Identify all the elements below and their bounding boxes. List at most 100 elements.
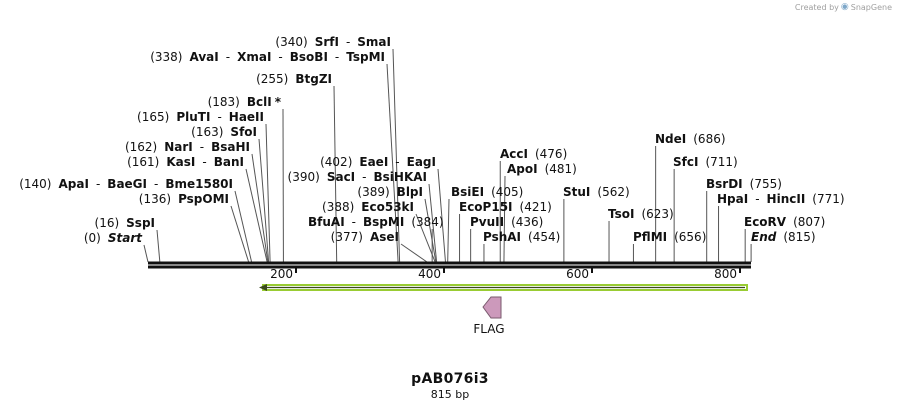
site-label-part: KasI: [166, 155, 195, 169]
site-label-part: BtgZI: [295, 72, 332, 86]
site-label-part: (183): [208, 95, 240, 109]
site-label-bcli[interactable]: (183) BclI *: [208, 95, 282, 109]
site-label-part: NarI: [164, 140, 193, 154]
site-label-avai[interactable]: (338) AvaI - XmaI - BsoBI - TspMI: [150, 50, 385, 64]
site-label-ndei[interactable]: NdeI (686): [655, 132, 726, 146]
flag-feature-bar[interactable]: [259, 284, 748, 291]
site-label-part: Eco53kI: [361, 200, 414, 214]
site-leader-pspomi: [230, 205, 250, 263]
site-label-part: (161): [127, 155, 159, 169]
site-label-bsrdi[interactable]: BsrDI (755): [706, 177, 782, 191]
site-label-part: -: [755, 192, 759, 206]
plasmid-name: pAB076i3: [411, 371, 489, 387]
site-label-part: PflMI: [633, 230, 667, 244]
site-label-part: SmaI: [357, 35, 391, 49]
site-label-end[interactable]: End (815): [751, 230, 816, 244]
site-label-kasi[interactable]: (161) KasI - BanI: [127, 155, 244, 169]
site-leader-avai: [386, 63, 399, 263]
site-label-part: (388): [322, 200, 354, 214]
site-label-acci[interactable]: AccI (476): [500, 147, 567, 161]
site-label-pshai[interactable]: PshAI (454): [483, 230, 560, 244]
axis-tick-label: 600: [566, 267, 589, 281]
site-label-part: (436): [511, 215, 543, 229]
site-label-sfci[interactable]: SfcI (711): [673, 155, 738, 169]
site-label-ecorv[interactable]: EcoRV (807): [744, 215, 825, 229]
site-leader-blpi: [424, 198, 437, 263]
feature-label-flag: FLAG: [473, 322, 505, 336]
site-label-part: BlpI: [397, 185, 423, 199]
plasmid-length: 815 bp: [430, 388, 470, 401]
site-label-part: *: [275, 95, 282, 109]
site-label-apai[interactable]: (140) ApaI - BaeGI - Bme1580I: [19, 177, 233, 191]
site-label-start[interactable]: (0) Start: [84, 231, 143, 245]
site-label-part: (402): [320, 155, 352, 169]
site-label-part: NdeI: [655, 132, 686, 146]
site-label-part: (421): [520, 200, 552, 214]
feature-direction-arrow-icon: [259, 284, 267, 291]
site-label-part: SrfI: [315, 35, 339, 49]
site-label-part: TspMI: [346, 50, 385, 64]
site-label-ssp[interactable]: (16) SspI: [95, 216, 155, 230]
site-label-pspomi[interactable]: (136) PspOMI: [139, 192, 229, 206]
site-label-part: PspOMI: [178, 192, 229, 206]
site-label-pflmi[interactable]: PflMI (656): [633, 230, 706, 244]
site-label-part: -: [352, 215, 356, 229]
site-label-pvuii[interactable]: PvuII (436): [470, 215, 543, 229]
site-label-part: -: [362, 170, 366, 184]
site-label-part: BanI: [214, 155, 244, 169]
site-label-sfoi[interactable]: (163) SfoI: [191, 125, 257, 139]
site-label-part: (656): [674, 230, 706, 244]
site-label-part: ApoI: [507, 162, 538, 176]
site-label-eco53[interactable]: (388) Eco53kI: [322, 200, 414, 214]
site-label-part: (165): [137, 110, 169, 124]
site-label-tsoi[interactable]: TsoI (623): [608, 207, 674, 221]
site-label-eaei[interactable]: (402) EaeI - EagI: [320, 155, 436, 169]
site-label-part: HpaI: [717, 192, 748, 206]
site-label-part: HincII: [767, 192, 806, 206]
site-label-part: (140): [19, 177, 51, 191]
site-label-part: (389): [357, 185, 389, 199]
site-label-nari[interactable]: (162) NarI - BsaHI: [125, 140, 250, 154]
site-label-asei[interactable]: (377) AseI: [331, 230, 399, 244]
site-label-part: PshAI: [483, 230, 521, 244]
site-label-part: (562): [597, 185, 629, 199]
site-label-part: SacI: [327, 170, 355, 184]
site-label-part: EagI: [407, 155, 436, 169]
site-leader-nari: [251, 153, 269, 263]
credit-prefix: Created by: [794, 2, 839, 12]
site-leader-srfi: [392, 48, 401, 263]
site-label-stui[interactable]: StuI (562): [563, 185, 630, 199]
site-label-part: (771): [812, 192, 844, 206]
site-label-part: -: [154, 177, 158, 191]
site-label-eco15[interactable]: EcoP15I (421): [459, 200, 552, 214]
site-leader-sfoi: [258, 138, 270, 263]
site-leader-bsiei: [447, 198, 450, 263]
site-label-part: (623): [641, 207, 673, 221]
site-label-part: Start: [108, 231, 143, 245]
site-label-part: -: [217, 110, 221, 124]
site-label-hpai[interactable]: HpaI - HincII (771): [717, 192, 845, 206]
site-label-part: -: [200, 140, 204, 154]
site-leader-apai: [234, 190, 253, 263]
site-label-part: (686): [693, 132, 725, 146]
flag-feature-arrow-icon[interactable]: [482, 296, 502, 319]
site-label-part: BsaHI: [211, 140, 250, 154]
site-label-part: (162): [125, 140, 157, 154]
site-label-apoi[interactable]: ApoI (481): [507, 162, 577, 176]
site-label-bfuai[interactable]: BfuAI - BspMI (384): [308, 215, 444, 229]
site-label-pluti[interactable]: (165) PluTI - HaeII: [137, 110, 264, 124]
site-leader-kasi: [245, 168, 268, 263]
site-label-part: HaeII: [229, 110, 264, 124]
site-label-part: (807): [793, 215, 825, 229]
site-label-part: AvaI: [190, 50, 219, 64]
site-label-btgzi[interactable]: (255) BtgZI: [256, 72, 332, 86]
site-label-part: PluTI: [176, 110, 210, 124]
site-label-part: (390): [288, 170, 320, 184]
axis-tick-label: 200: [270, 267, 293, 281]
credit-brand: SnapGene: [850, 2, 892, 12]
site-label-blpi[interactable]: (389) BlpI: [357, 185, 423, 199]
site-label-bsiei[interactable]: BsiEI (405): [451, 185, 523, 199]
site-label-part: BsiEI: [451, 185, 484, 199]
site-label-srfi[interactable]: (340) SrfI - SmaI: [275, 35, 391, 49]
site-label-saci[interactable]: (390) SacI - BsiHKAI: [288, 170, 427, 184]
